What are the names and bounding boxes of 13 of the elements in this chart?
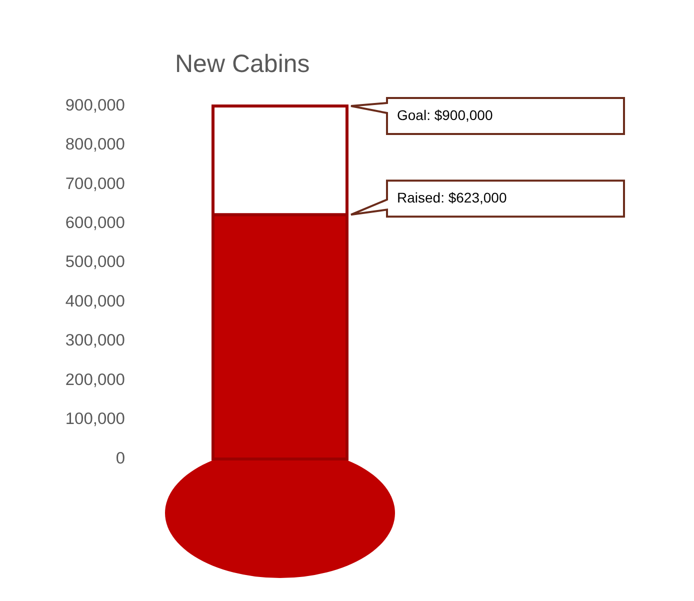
y-tick-label: 700,000	[65, 174, 125, 193]
y-tick-label: 300,000	[65, 332, 125, 350]
chart-title: New Cabins	[175, 50, 310, 78]
y-tick-label: 400,000	[65, 292, 125, 310]
y-tick-label: 200,000	[65, 370, 125, 389]
text: Goal: $900,000	[397, 107, 493, 123]
y-tick-label: 900,000	[65, 96, 125, 114]
text: Raised: $623,000	[397, 190, 507, 206]
y-tick-label: 500,000	[65, 253, 125, 272]
y-tick-label: 0	[116, 449, 125, 468]
y-tick-label: 600,000	[65, 214, 125, 232]
y-tick-label: 800,000	[65, 136, 125, 154]
y-tick-label: 100,000	[65, 410, 125, 428]
